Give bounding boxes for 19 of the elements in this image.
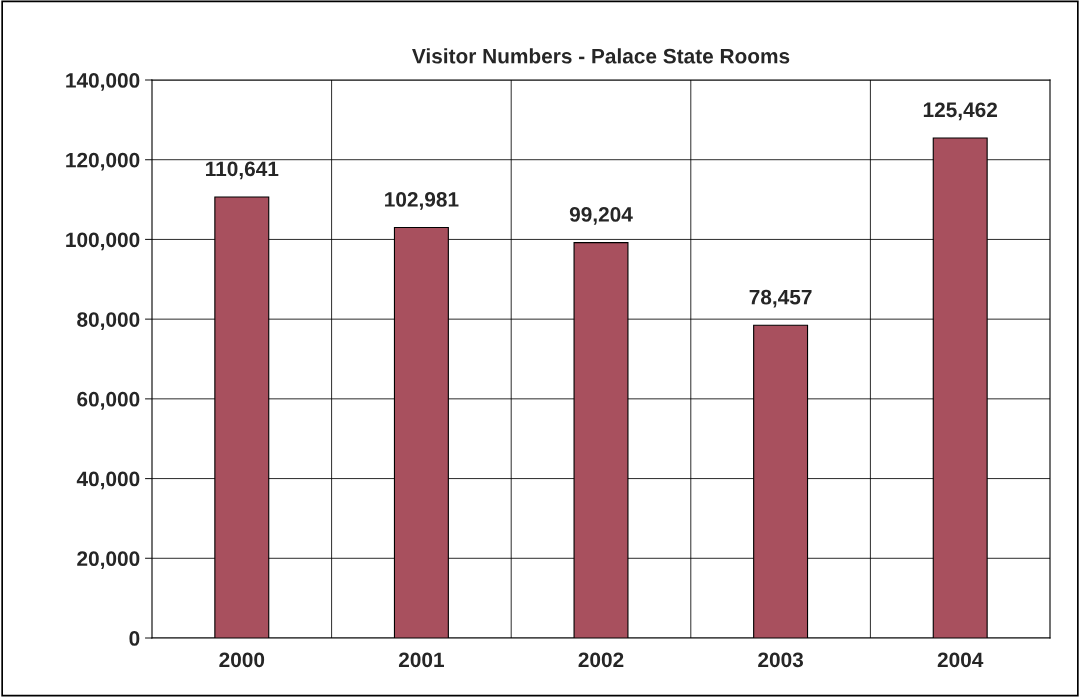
data-label: 110,641: [206, 161, 279, 180]
data-label: 125,462: [923, 102, 998, 121]
y-tick-label: 120,000: [66, 152, 140, 171]
x-tick-label: 2003: [758, 652, 804, 668]
chart-title: Visitor Numbers - Palace State Rooms: [412, 48, 790, 64]
y-tick-label: 100,000: [66, 232, 140, 251]
y-tick-label: 80,000: [77, 312, 140, 330]
x-tick-label: 2001: [398, 652, 444, 668]
y-tick-label: 40,000: [76, 471, 140, 490]
y-tick-label: 0: [129, 631, 140, 646]
data-label: 102,981: [385, 192, 459, 210]
y-tick-label: 140,000: [66, 73, 140, 91]
data-label: 99,204: [569, 207, 633, 225]
data-label: 78,457: [749, 289, 812, 308]
x-tick-label: 2000: [219, 652, 265, 668]
x-tick-label: 2004: [937, 652, 984, 668]
y-tick-label: 60,000: [77, 391, 140, 410]
x-tick-label: 2002: [578, 652, 624, 668]
y-tick-label: 20,000: [77, 551, 140, 570]
